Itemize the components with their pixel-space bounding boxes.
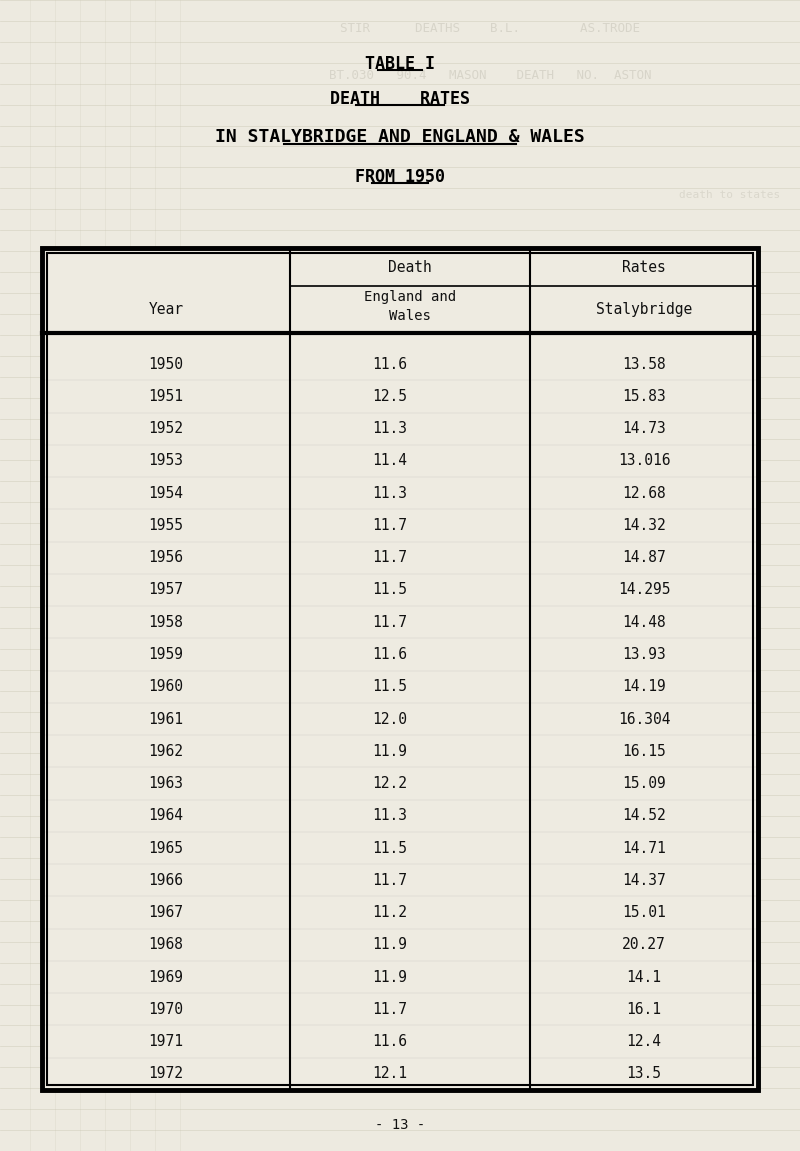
Text: 11.9: 11.9 [373,744,407,759]
Text: 11.4: 11.4 [373,453,407,468]
Text: Stalybridge: Stalybridge [596,302,692,317]
Text: 1964: 1964 [149,808,183,823]
Text: 12.68: 12.68 [622,486,666,501]
Text: 14.73: 14.73 [622,421,666,436]
Text: 1952: 1952 [149,421,183,436]
Text: 11.6: 11.6 [373,1034,407,1049]
Text: 14.1: 14.1 [626,969,662,984]
Text: 14.87: 14.87 [622,550,666,565]
Text: 1953: 1953 [149,453,183,468]
Text: 20.27: 20.27 [622,937,666,952]
Text: Rates: Rates [622,259,666,274]
Text: 12.1: 12.1 [373,1066,407,1082]
Text: 14.19: 14.19 [622,679,666,694]
Text: 11.9: 11.9 [373,969,407,984]
Text: 1965: 1965 [149,840,183,855]
Text: 11.6: 11.6 [373,357,407,372]
Text: 11.6: 11.6 [373,647,407,662]
Text: 11.5: 11.5 [373,582,407,597]
Text: 11.7: 11.7 [373,518,407,533]
Text: 1956: 1956 [149,550,183,565]
Text: England and
Wales: England and Wales [364,290,456,323]
Text: FROM 1950: FROM 1950 [355,168,445,186]
Text: 11.7: 11.7 [373,872,407,887]
Text: 13.5: 13.5 [626,1066,662,1082]
Bar [47,253,753,1085]
Text: STIR      DEATHS    B.L.        AS.TRODE: STIR DEATHS B.L. AS.TRODE [340,22,640,35]
Bar [42,247,758,1090]
Text: 13.93: 13.93 [622,647,666,662]
Text: 15.01: 15.01 [622,905,666,920]
Text: 1955: 1955 [149,518,183,533]
Text: 12.0: 12.0 [373,711,407,726]
Text: 1950: 1950 [149,357,183,372]
Text: 13.58: 13.58 [622,357,666,372]
Text: 14.295: 14.295 [618,582,670,597]
Text: 16.304: 16.304 [618,711,670,726]
Text: 15.83: 15.83 [622,389,666,404]
Text: 1962: 1962 [149,744,183,759]
Text: 1961: 1961 [149,711,183,726]
Text: 16.1: 16.1 [626,1001,662,1016]
Text: 11.9: 11.9 [373,937,407,952]
Text: TABLE I: TABLE I [365,55,435,73]
Text: 1957: 1957 [149,582,183,597]
Text: IN STALYBRIDGE AND ENGLAND & WALES: IN STALYBRIDGE AND ENGLAND & WALES [215,128,585,146]
Text: 11.3: 11.3 [373,486,407,501]
Text: Death: Death [388,259,432,274]
Text: 12.5: 12.5 [373,389,407,404]
Text: 11.5: 11.5 [373,840,407,855]
Text: 14.32: 14.32 [622,518,666,533]
Text: 1951: 1951 [149,389,183,404]
Text: 11.5: 11.5 [373,679,407,694]
Text: 14.37: 14.37 [622,872,666,887]
Text: 15.09: 15.09 [622,776,666,791]
Bar [42,247,758,1090]
Text: BT.030   90.4   MASON    DEATH   NO.  ASTON: BT.030 90.4 MASON DEATH NO. ASTON [329,69,651,82]
Text: Year: Year [149,302,183,317]
Text: 1954: 1954 [149,486,183,501]
Text: death to states: death to states [679,190,781,200]
Text: 1969: 1969 [149,969,183,984]
Text: 1959: 1959 [149,647,183,662]
Bar [42,247,758,1090]
Text: 1972: 1972 [149,1066,183,1082]
Text: 11.2: 11.2 [373,905,407,920]
Text: DEATH    RATES: DEATH RATES [330,90,470,108]
Text: 1966: 1966 [149,872,183,887]
Text: 14.48: 14.48 [622,615,666,630]
Text: 1963: 1963 [149,776,183,791]
Text: - 13 -: - 13 - [375,1118,425,1131]
Text: 12.4: 12.4 [626,1034,662,1049]
Text: 11.7: 11.7 [373,550,407,565]
Text: 1967: 1967 [149,905,183,920]
Text: 14.71: 14.71 [622,840,666,855]
Text: 16.15: 16.15 [622,744,666,759]
Text: 14.52: 14.52 [622,808,666,823]
Text: 1970: 1970 [149,1001,183,1016]
Text: 1968: 1968 [149,937,183,952]
Text: 1971: 1971 [149,1034,183,1049]
Text: 12.2: 12.2 [373,776,407,791]
Text: 11.3: 11.3 [373,808,407,823]
Text: 1960: 1960 [149,679,183,694]
Text: 1958: 1958 [149,615,183,630]
Text: 11.7: 11.7 [373,1001,407,1016]
Text: 13.016: 13.016 [618,453,670,468]
Text: 11.3: 11.3 [373,421,407,436]
Text: 11.7: 11.7 [373,615,407,630]
